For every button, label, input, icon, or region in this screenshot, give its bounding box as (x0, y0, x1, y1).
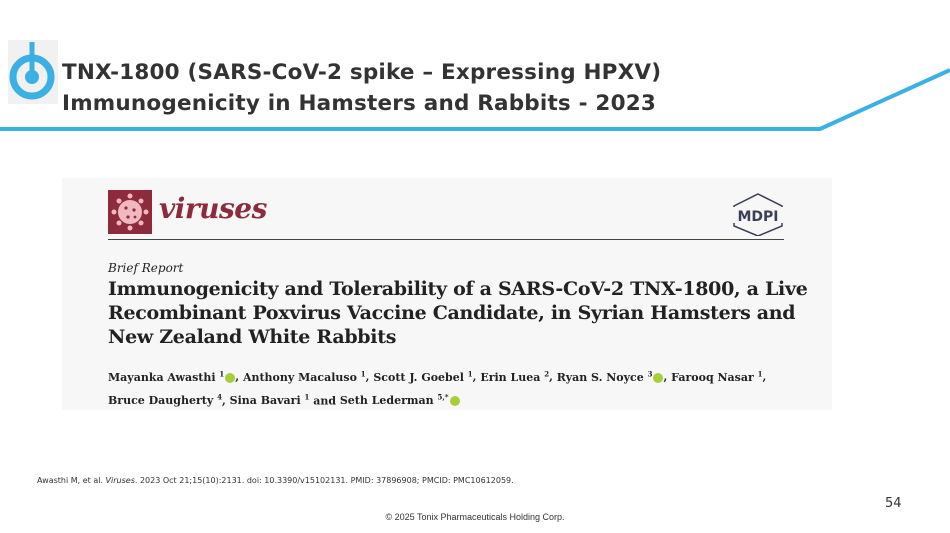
article-type: Brief Report (108, 261, 184, 275)
author-affiliation: 1 (467, 369, 473, 378)
author-affiliation: 4 (217, 392, 222, 402)
orcid-icon[interactable] (225, 372, 236, 383)
author: Scott J. Goebel 1 (373, 369, 473, 384)
title-line-1: TNX-1800 (SARS-CoV-2 spike – Expressing … (62, 60, 662, 85)
author: Seth Lederman 5,* (339, 392, 460, 408)
author: Bruce Daugherty 4 (108, 392, 222, 408)
author-affiliation: 1 (304, 392, 310, 402)
author-name: Erin Luea (480, 370, 541, 384)
author-name: Ryan S. Noyce (556, 370, 644, 384)
author-name: Seth Lederman (339, 394, 434, 408)
mdpi-logo: MDPI (733, 193, 783, 236)
citation-details: . 2023 Oct 21;15(10):2131. doi: 10.3390/… (134, 476, 514, 485)
tonix-logo-icon (8, 40, 58, 104)
author-affiliation: 5,* (437, 392, 449, 402)
author: Sina Bavari 1 (229, 392, 310, 408)
author-name: Anthony Macaluso (242, 370, 357, 384)
author-affiliation: 1 (360, 369, 366, 378)
orcid-icon[interactable] (653, 372, 664, 383)
author-name: Bruce Daugherty (108, 394, 214, 408)
title-line-2: Immunogenicity in Hamsters and Rabbits -… (62, 91, 657, 116)
slide-title: TNX-1800 (SARS-CoV-2 spike – Expressing … (62, 57, 661, 119)
author-affiliation: 1 (219, 369, 225, 378)
author: Anthony Macaluso 1 (242, 369, 366, 384)
author: Farooq Nasar 1 (671, 369, 763, 384)
author-name: Farooq Nasar (671, 370, 754, 384)
author: Ryan S. Noyce 3 (556, 369, 664, 384)
author-list: Mayanka Awasthi 1, Anthony Macaluso 1, S… (108, 369, 767, 408)
author-affiliation: 2 (544, 369, 550, 378)
copyright: © 2025 Tonix Pharmaceuticals Holding Cor… (385, 512, 565, 522)
author: Mayanka Awasthi 1 (108, 369, 236, 384)
author-name: Sina Bavari (229, 394, 301, 408)
paper-screenshot: viruses MDPI Brief Report Immunogenicity… (62, 178, 832, 410)
virus-icon (108, 190, 152, 234)
orcid-icon[interactable] (449, 396, 460, 407)
journal-divider (108, 239, 784, 240)
page-number: 54 (885, 496, 902, 511)
citation-journal: Viruses (105, 476, 135, 485)
mdpi-logo-text: MDPI (737, 209, 778, 225)
journal-name: viruses (159, 192, 267, 225)
citation-prefix: Awasthi M, et al. (37, 476, 106, 485)
author-affiliation: 3 (647, 369, 653, 378)
author-name: Mayanka Awasthi (108, 370, 216, 384)
author: Erin Luea 2 (480, 369, 550, 384)
author-name: Scott J. Goebel (373, 370, 464, 384)
header-accent-line (0, 68, 950, 131)
citation: Awasthi M, et al. Viruses. 2023 Oct 21;1… (37, 476, 514, 485)
author-affiliation: 1 (757, 369, 763, 378)
article-title: Immunogenicity and Tolerability of a SAR… (108, 278, 808, 348)
